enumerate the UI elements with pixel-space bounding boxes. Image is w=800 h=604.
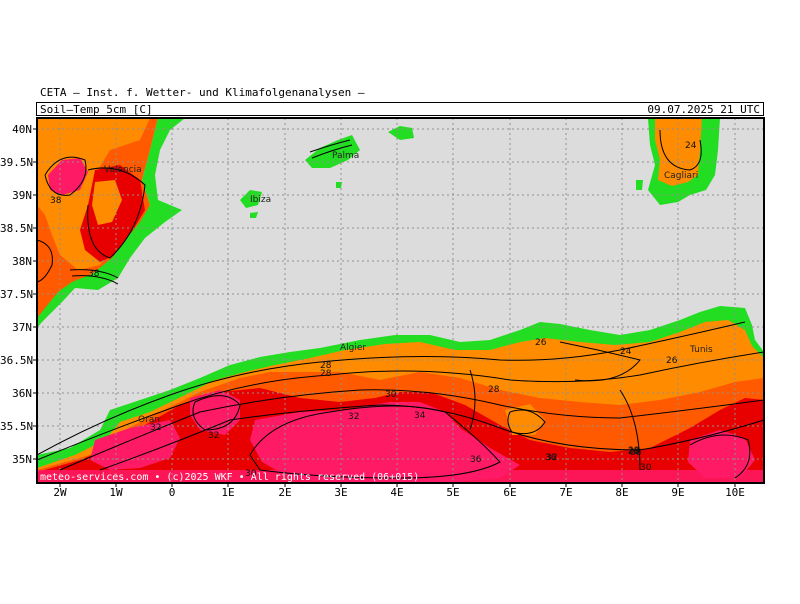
lat-lon-grid bbox=[37, 118, 764, 483]
map-layers: 38 38 24 26 24 26 28 28 28 30 32 32 32 3… bbox=[37, 118, 764, 483]
spain-coast-green bbox=[37, 118, 185, 328]
contour-label: 36 bbox=[630, 448, 642, 458]
spain-inland-orange bbox=[37, 118, 150, 270]
place-label: Algier bbox=[340, 343, 366, 353]
place-label: Tunis bbox=[689, 345, 713, 355]
lon-label: 9E bbox=[671, 486, 685, 499]
ibiza-island bbox=[240, 190, 262, 208]
lon-label: 8E bbox=[615, 486, 629, 499]
lat-label: 35N bbox=[12, 453, 32, 466]
lat-label: 38.5N bbox=[0, 222, 34, 235]
lon-label: 2W bbox=[53, 486, 67, 499]
lat-label: 38N bbox=[12, 255, 32, 268]
contour-label: 28 bbox=[320, 361, 332, 371]
mallorca-island bbox=[305, 135, 360, 168]
formentera-island bbox=[250, 212, 258, 218]
contour-label: 30 bbox=[640, 463, 652, 473]
copyright-footer: meteo-services.com • (c)2025 WKF • All r… bbox=[40, 472, 420, 483]
contour-label: 36 bbox=[470, 455, 482, 465]
contour-label: 28 bbox=[628, 447, 640, 457]
lat-label: 40N bbox=[12, 123, 32, 136]
contour-label: 24 bbox=[620, 347, 632, 357]
lon-label: 0 bbox=[168, 486, 176, 499]
contour-label: 24 bbox=[685, 141, 697, 151]
parameter-label: Soil—Temp 5cm [C] bbox=[40, 103, 153, 116]
axis-ticks bbox=[33, 128, 736, 487]
place-label: Palma bbox=[332, 151, 359, 161]
contour-label: 36 bbox=[545, 453, 557, 463]
lon-label: 2E bbox=[278, 486, 292, 499]
africa-orange-tunisia bbox=[560, 340, 640, 385]
contour-label: 32 bbox=[546, 453, 557, 463]
contour-label: 38 bbox=[50, 196, 62, 206]
africa-hottest-west bbox=[90, 420, 180, 470]
contour-label: 32 bbox=[208, 431, 219, 441]
lat-label: 37N bbox=[12, 321, 32, 334]
source-header: CETA — Inst. f. Wetter- und Klimafolgena… bbox=[40, 86, 365, 99]
contour-label: 28 bbox=[488, 385, 500, 395]
contour-label: 34 bbox=[414, 411, 426, 421]
sardinia-small-islet bbox=[636, 180, 643, 190]
lat-label: 37.5N bbox=[0, 288, 34, 301]
lon-label: 6E bbox=[503, 486, 517, 499]
contour-label: 30 bbox=[385, 390, 397, 400]
place-label: Cagliari bbox=[664, 171, 698, 181]
africa-hottest-central bbox=[250, 402, 520, 483]
lon-label: 7E bbox=[559, 486, 573, 499]
contour-label: 32 bbox=[150, 423, 161, 433]
lat-label: 36.5N bbox=[0, 354, 34, 367]
lon-label: 4E bbox=[390, 486, 404, 499]
isotherm-labels: 38 38 24 26 24 26 28 28 28 30 32 32 32 3… bbox=[50, 141, 697, 479]
contour-label: 26 bbox=[666, 356, 678, 366]
lon-label: 10E bbox=[725, 486, 745, 499]
lon-label: 1W bbox=[109, 486, 123, 499]
lat-label: 39N bbox=[12, 189, 32, 202]
lon-label: 1E bbox=[221, 486, 235, 499]
place-label: Valencia bbox=[104, 165, 142, 175]
lat-label: 39.5N bbox=[0, 156, 34, 169]
place-label: Oran bbox=[138, 415, 160, 425]
place-labels: Valencia Ibiza Palma Algier Oran Tunis C… bbox=[104, 151, 713, 425]
datetime-label: 09.07.2025 21 UTC bbox=[647, 103, 760, 116]
contour-label: 28 bbox=[320, 369, 332, 379]
contour-label: 28 bbox=[628, 446, 640, 456]
isotherm-lines bbox=[37, 129, 764, 479]
lon-label: 3E bbox=[334, 486, 348, 499]
place-label: Ibiza bbox=[250, 195, 271, 205]
title-bar: Soil—Temp 5cm [C] 09.07.2025 21 UTC bbox=[36, 102, 764, 116]
contour-label: 32 bbox=[348, 412, 359, 422]
bottom-strip bbox=[37, 470, 764, 483]
contour-label: 26 bbox=[535, 338, 547, 348]
sardinia-warm-orange bbox=[655, 118, 702, 186]
spain-interior-orange bbox=[92, 180, 122, 225]
lon-label: 5E bbox=[446, 486, 460, 499]
contour-label: 38 bbox=[88, 269, 100, 279]
africa-hottest-east bbox=[688, 430, 755, 478]
spain-warm-center bbox=[48, 158, 88, 195]
lat-label: 36N bbox=[12, 387, 32, 400]
lat-label: 35.5N bbox=[0, 420, 34, 433]
contour-label: 30 bbox=[245, 469, 257, 479]
map-frame bbox=[36, 117, 765, 484]
